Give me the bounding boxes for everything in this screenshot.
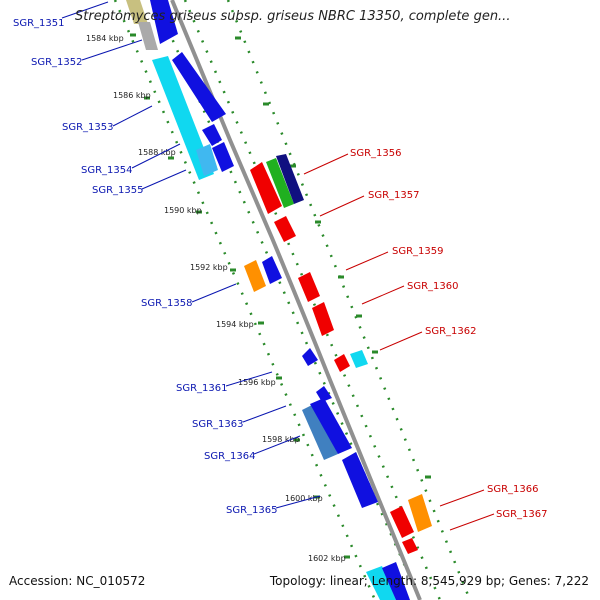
gene-SGR_1354[interactable] bbox=[212, 142, 234, 172]
scale-label: 1588 kbp bbox=[138, 148, 176, 157]
gene-SGR_1367[interactable] bbox=[390, 506, 414, 538]
gene-SGR_1351-shadow bbox=[138, 22, 158, 50]
gene-label[interactable]: SGR_1367 bbox=[496, 509, 548, 520]
gene-SGR_1362[interactable] bbox=[334, 354, 350, 372]
gene-label[interactable]: SGR_1353 bbox=[62, 122, 114, 133]
gene-SGR_1368b[interactable] bbox=[382, 562, 410, 600]
right-gene-labels: SGR_1356 SGR_1357 SGR_1359 SGR_1360 SGR_… bbox=[350, 148, 548, 520]
gene-SGR_1364[interactable] bbox=[310, 398, 352, 454]
gene-label[interactable]: SGR_1352 bbox=[31, 57, 83, 68]
gene-SGR_1361[interactable] bbox=[302, 348, 318, 366]
gene-SGR_1367b[interactable] bbox=[402, 538, 418, 554]
accession-text: Accession: NC_010572 bbox=[9, 574, 146, 588]
gene-label[interactable]: SGR_1363 bbox=[192, 419, 244, 430]
scale-label: 1584 kbp bbox=[86, 34, 124, 43]
scale-label: 1598 kbp bbox=[262, 435, 300, 444]
gene-SGR_1358[interactable] bbox=[244, 260, 266, 292]
gene-SGR_1362-cyan[interactable] bbox=[350, 350, 368, 368]
gene-SGR_1355[interactable] bbox=[196, 144, 218, 176]
gene-label[interactable]: SGR_1366 bbox=[487, 484, 539, 495]
gene-label[interactable]: SGR_1360 bbox=[407, 281, 459, 292]
gene-SGR_1351[interactable] bbox=[126, 0, 148, 24]
gene-SGR_1356[interactable] bbox=[250, 162, 282, 214]
left-gene-labels: SGR_1351 SGR_1352 SGR_1353 SGR_1354 SGR_… bbox=[13, 18, 278, 516]
gene-label[interactable]: SGR_1354 bbox=[81, 165, 133, 176]
scale-labels: 1584 kbp 1586 kbp 1588 kbp 1590 kbp 1592… bbox=[86, 34, 346, 563]
gene-label[interactable]: SGR_1355 bbox=[92, 185, 144, 196]
gene-SGR_1365[interactable] bbox=[342, 452, 378, 508]
genome-axis bbox=[170, 0, 422, 600]
strand-guides bbox=[113, 0, 472, 600]
label-leaders bbox=[61, 1, 495, 531]
scale-label: 1602 kbp bbox=[308, 554, 346, 563]
gene-label[interactable]: SGR_1361 bbox=[176, 383, 228, 394]
gene-SGR_1363[interactable] bbox=[302, 404, 338, 460]
gene-SGR_1353b[interactable] bbox=[202, 124, 222, 146]
map-title: Streptomyces griseus subsp. griseus NBRC… bbox=[75, 9, 511, 24]
gene-SGR_1359[interactable] bbox=[298, 272, 320, 302]
right-strand-genes bbox=[250, 154, 432, 554]
gene-label[interactable]: SGR_1358 bbox=[141, 298, 193, 309]
gene-SGR_1356-green[interactable] bbox=[266, 158, 294, 208]
genome-summary-text: Topology: linear; Length: 8,545,929 bp; … bbox=[269, 574, 589, 588]
scale-label: 1590 kbp bbox=[164, 206, 202, 215]
gene-label[interactable]: SGR_1362 bbox=[425, 326, 477, 337]
gene-label[interactable]: SGR_1356 bbox=[350, 148, 402, 159]
gene-SGR_1353[interactable] bbox=[172, 52, 226, 122]
scale-label: 1600 kbp bbox=[285, 494, 323, 503]
gene-SGR_1352-arrow[interactable] bbox=[150, 0, 178, 44]
scale-label: 1594 kbp bbox=[216, 320, 254, 329]
gene-SGR_1363-head[interactable] bbox=[316, 386, 332, 402]
gene-SGR_1356-navy[interactable] bbox=[276, 154, 304, 204]
gene-label[interactable]: SGR_1359 bbox=[392, 246, 444, 257]
gene-SGR_1358b[interactable] bbox=[262, 256, 282, 284]
scale-ticks bbox=[130, 33, 431, 559]
gene-SGR_1357[interactable] bbox=[274, 216, 296, 242]
scale-label: 1592 kbp bbox=[190, 263, 228, 272]
scale-label: 1586 kbp bbox=[113, 91, 151, 100]
gene-label[interactable]: SGR_1357 bbox=[368, 190, 420, 201]
gene-SGR_1360[interactable] bbox=[312, 302, 334, 336]
gene-label[interactable]: SGR_1364 bbox=[204, 451, 256, 462]
left-strand-genes bbox=[126, 0, 410, 600]
gene-label[interactable]: SGR_1351 bbox=[13, 18, 65, 29]
right-outer-guide bbox=[226, 0, 472, 600]
gene-SGR_1366[interactable] bbox=[408, 494, 432, 532]
gene-SGR_1368[interactable] bbox=[366, 566, 396, 600]
scale-label: 1596 kbp bbox=[238, 378, 276, 387]
gene-label[interactable]: SGR_1365 bbox=[226, 505, 278, 516]
